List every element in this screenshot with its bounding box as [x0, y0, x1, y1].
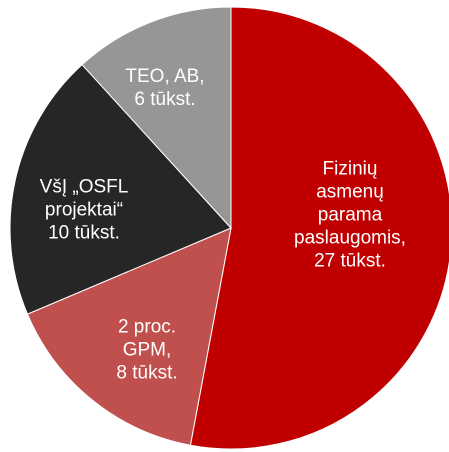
- pie-slice: [81, 6, 232, 230]
- pie-slice: [26, 227, 232, 446]
- value-label: 10 tūkst.: [48, 222, 120, 244]
- pie-slice: [9, 63, 232, 315]
- category-label: VšĮ „OSFL projektai“: [39, 176, 129, 221]
- value-label: 8 tūkst.: [116, 362, 178, 384]
- slice-label: TEO, AB, 6 tūkst.: [100, 65, 230, 111]
- pie-slice: [189, 6, 449, 450]
- value-label: 6 tūkst.: [134, 89, 196, 110]
- slice-label: 2 proc. GPM, 8 tūkst.: [102, 316, 192, 385]
- category-label: TEO, AB,: [125, 66, 205, 87]
- category-label: Fizinių asmenų parama paslaugomis,: [294, 158, 406, 249]
- slice-label: VšĮ „OSFL projektai“ 10 tūkst.: [27, 176, 142, 245]
- slice-label: Fizinių asmenų parama paslaugomis, 27 tūk…: [288, 158, 413, 273]
- category-label: 2 proc. GPM,: [117, 316, 177, 361]
- value-label: 27 tūkst.: [314, 250, 386, 272]
